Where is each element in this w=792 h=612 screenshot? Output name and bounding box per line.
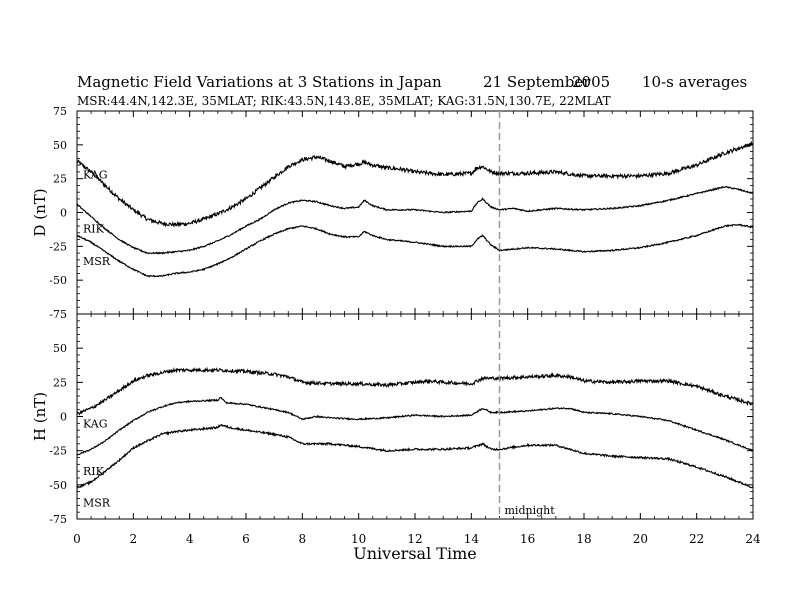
x-axis: 0 2 4 6 8 10 12 14 16 18 20 22 24: [73, 532, 761, 546]
y-tick-label: 75: [53, 105, 67, 118]
y-tick-label: -50: [49, 274, 67, 287]
x-tick-label: 22: [689, 532, 704, 546]
averaging-label: 10-s averages: [642, 73, 748, 91]
x-tick-label: 2: [130, 532, 138, 546]
stations-info: MSR:44.4N,142.3E, 35MLAT; RIK:43.5N,143.…: [77, 94, 611, 108]
x-tick-label: 4: [186, 532, 194, 546]
x-tick-label: 14: [464, 532, 480, 546]
series-label-kag: KAG: [83, 417, 108, 430]
y-tick-label: 25: [53, 173, 67, 186]
y-axis-label: H (nT): [31, 392, 49, 441]
series-label-rik: RIK: [83, 223, 105, 236]
y-tick-label: -25: [49, 240, 67, 253]
series-line-msr: [76, 223, 754, 278]
x-tick-label: 20: [633, 532, 648, 546]
x-tick-label: 8: [299, 532, 307, 546]
x-tick-label: 10: [351, 532, 366, 546]
series-label-rik: RIK: [83, 465, 105, 478]
y-tick-label: 0: [60, 411, 67, 424]
y-axis-label: D (nT): [31, 188, 49, 236]
x-tick-label: 16: [520, 532, 535, 546]
chart-year: 2005: [572, 73, 611, 91]
y-tick-label: -25: [49, 445, 67, 458]
series-label-kag: KAG: [83, 169, 108, 182]
plot-frame: [76, 313, 754, 520]
y-tick-label: 50: [53, 139, 67, 152]
series-line-kag: [76, 140, 754, 228]
y-tick-label: 0: [60, 207, 67, 220]
y-tick-label: -50: [49, 479, 67, 492]
series-line-kag: [76, 366, 754, 416]
series-line-rik: [76, 396, 754, 456]
series-label-msr: MSR: [83, 497, 111, 510]
x-tick-label: 24: [745, 532, 761, 546]
x-tick-label: 0: [73, 532, 81, 546]
d-component-panel: -75 -50 -25 0 25 50 75 D (nT) KAG RIK MSR: [31, 105, 754, 321]
series-line-rik: [76, 185, 754, 255]
x-axis-label: Universal Time: [353, 544, 476, 563]
x-tick-label: 18: [576, 532, 591, 546]
h-component-panel: -75 -50 -25 0 25 50 H (nT) KAG RIK MSR: [31, 313, 754, 526]
series-line-msr: [76, 423, 754, 489]
y-tick-label: 25: [53, 376, 67, 389]
plot-frame: [76, 110, 754, 315]
chart-date: 21 September: [483, 73, 591, 91]
x-tick-label: 6: [242, 532, 250, 546]
y-tick-label: -75: [49, 513, 67, 526]
series-label-msr: MSR: [83, 255, 111, 268]
chart-title: Magnetic Field Variations at 3 Stations …: [77, 73, 442, 91]
midnight-label: midnight: [505, 504, 556, 517]
x-tick-label: 12: [407, 532, 422, 546]
y-tick-label: 50: [53, 342, 67, 355]
y-tick-label: -75: [49, 308, 67, 321]
